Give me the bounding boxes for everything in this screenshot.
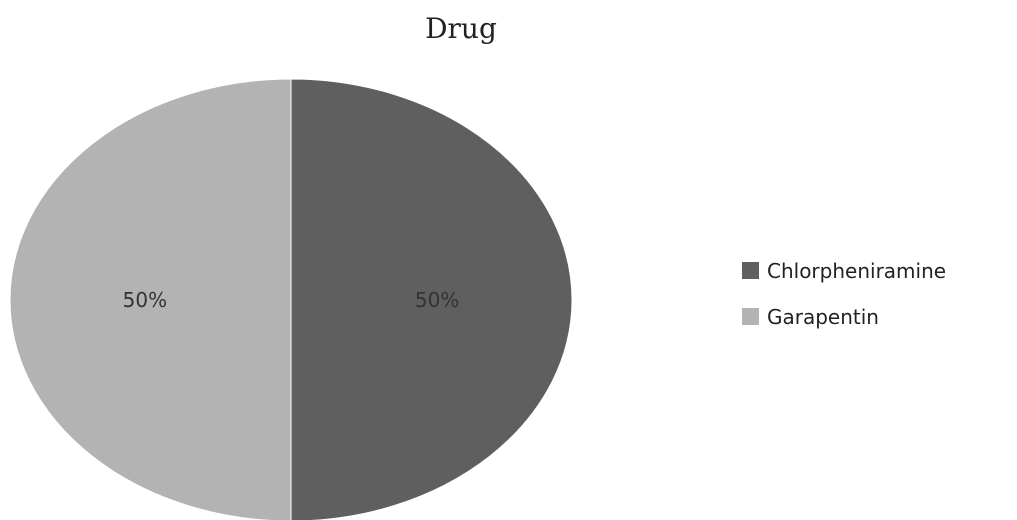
legend-label-chlorpheniramine: Chlorpheniramine (767, 259, 946, 283)
data-label-garapentin: 50% (123, 288, 167, 312)
legend-swatch-chlorpheniramine (742, 262, 759, 279)
pie-slice-chlorpheniramine (290, 78, 573, 520)
legend-label-garapentin: Garapentin (767, 305, 879, 329)
pie-slices (9, 78, 573, 520)
chart-title: Drug (425, 12, 497, 45)
data-label-chlorpheniramine: 50% (415, 288, 459, 312)
pie-data-labels: 50% 50% (123, 288, 460, 312)
legend-swatch-garapentin (742, 308, 759, 325)
chart-legend: Chlorpheniramine Garapentin (742, 259, 946, 329)
pie-slice-garapentin (9, 78, 292, 520)
